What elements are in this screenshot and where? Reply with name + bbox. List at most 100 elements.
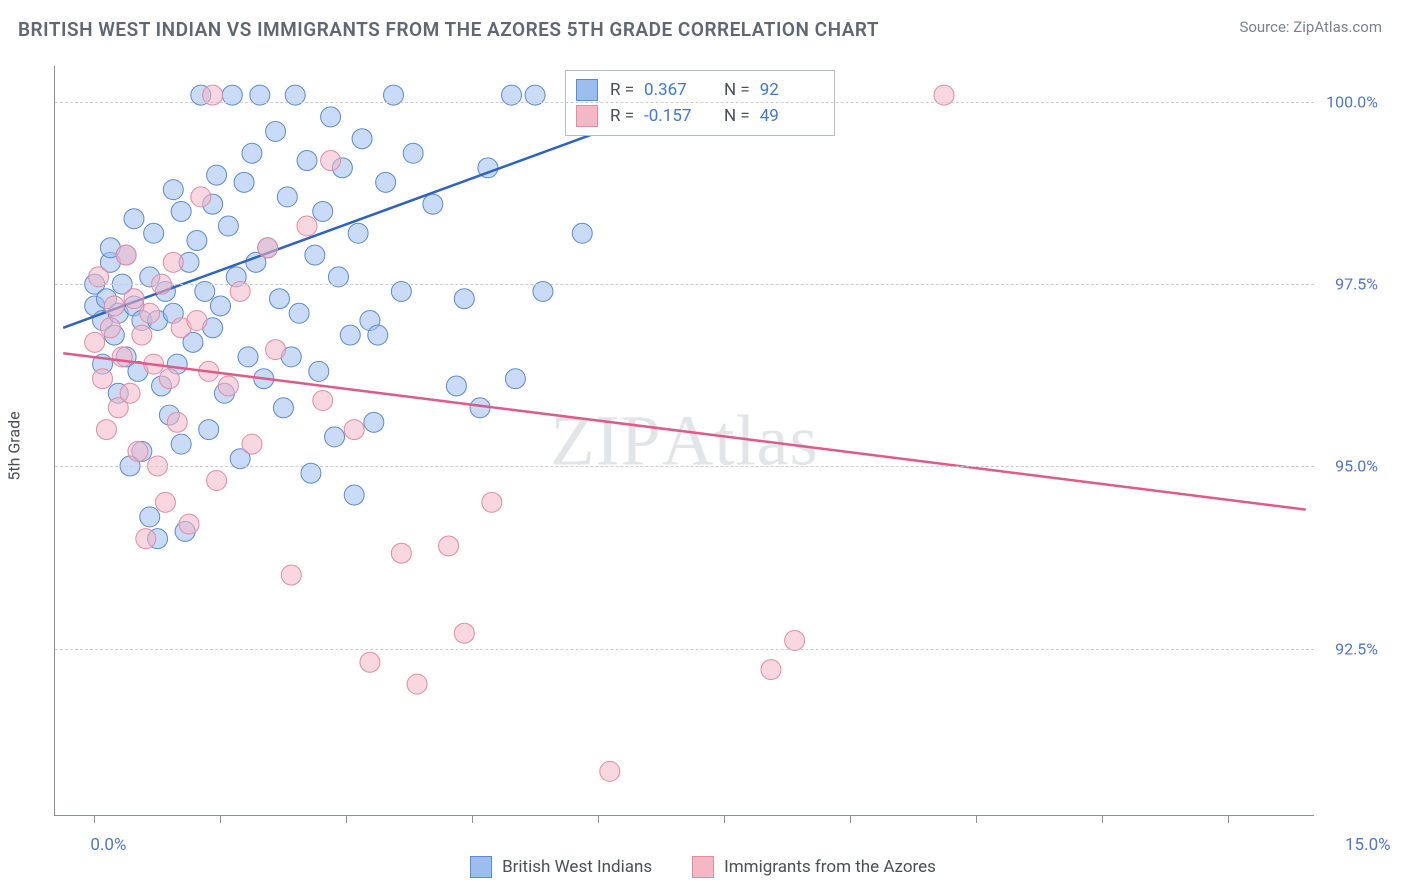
r-label: R = [610,80,634,100]
data-point [187,311,207,331]
data-point [171,201,191,221]
data-point [128,441,148,461]
x-tick [724,815,725,823]
data-point [368,325,388,345]
data-point [171,434,191,454]
n-label: N = [724,80,750,100]
data-point [124,209,144,229]
y-tick-label: 92.5% [1335,639,1384,658]
data-point [269,289,289,309]
data-point [403,143,423,163]
scatter-plot: ZIPAtlas R = 0.367N = 92R = -0.157N = 49… [54,66,1314,816]
data-point [136,529,156,549]
data-point [340,325,360,345]
data-point [266,340,286,360]
data-point [325,427,345,447]
source-prefix: Source: [1239,18,1293,36]
data-point [321,151,341,171]
data-point [572,223,592,243]
y-tick-label: 100.0% [1326,93,1384,112]
r-value: 0.367 [644,80,704,100]
legend-row: R = -0.157N = 49 [576,103,820,129]
data-point [258,238,278,258]
data-point [785,630,805,650]
data-point [116,245,136,265]
chart-title: BRITISH WEST INDIAN VS IMMIGRANTS FROM T… [18,18,879,41]
series-name: British West Indians [502,857,652,877]
data-point [344,485,364,505]
data-point [218,216,238,236]
series-name: Immigrants from the Azores [724,857,936,877]
data-point [132,325,152,345]
data-point [376,172,396,192]
data-point [352,129,372,149]
data-point [446,376,466,396]
data-point [211,296,231,316]
r-label: R = [610,106,634,126]
data-point [454,289,474,309]
x-tick [976,815,977,823]
series-legend: British West Indians Immigrants from the … [0,856,1406,878]
data-point [96,420,116,440]
source-attribution: Source: ZipAtlas.com [1239,18,1382,36]
series-legend-item: Immigrants from the Azores [692,856,936,878]
data-point [100,318,120,338]
data-point [482,492,502,512]
data-point [297,151,317,171]
x-label-max: 15.0% [1345,835,1391,855]
data-point [242,434,262,454]
x-label-min: 0.0% [90,835,126,855]
data-point [207,165,227,185]
data-point [364,412,384,432]
data-point [266,121,286,141]
data-point [207,471,227,491]
x-tick [94,815,95,823]
y-tick-label: 95.0% [1335,457,1384,476]
data-point [112,347,132,367]
data-point [321,107,341,127]
x-tick [1228,815,1229,823]
n-value: 49 [760,106,820,126]
data-point [104,296,124,316]
x-tick [346,815,347,823]
data-point [305,245,325,265]
series-legend-item: British West Indians [470,856,652,878]
data-point [289,303,309,323]
legend-row: R = 0.367N = 92 [576,77,820,103]
data-point [313,201,333,221]
data-point [423,194,443,214]
data-point [163,180,183,200]
data-point [360,652,380,672]
y-tick-label: 97.5% [1335,275,1384,294]
trend-line [63,353,1306,509]
data-point [155,492,175,512]
n-label: N = [724,106,750,126]
plot-svg [55,66,1314,815]
data-point [344,420,364,440]
data-point [85,332,105,352]
chart-area: 5th Grade ZIPAtlas R = 0.367N = 92R = -0… [44,60,1386,832]
data-point [454,623,474,643]
data-point [313,391,333,411]
source-link[interactable]: ZipAtlas.com [1293,18,1382,36]
data-point [124,289,144,309]
x-tick [1102,815,1103,823]
x-tick [472,815,473,823]
data-point [140,303,160,323]
data-point [191,187,211,207]
data-point [187,231,207,251]
data-point [242,143,262,163]
legend-swatch [576,105,598,127]
data-point [407,674,427,694]
gridline [55,102,1314,103]
data-point [348,223,368,243]
data-point [277,187,297,207]
data-point [218,376,238,396]
data-point [761,660,781,680]
gridline [55,466,1314,467]
data-point [179,514,199,534]
y-axis-label: 5th Grade [5,411,24,480]
data-point [234,172,254,192]
data-point [120,383,140,403]
data-point [505,369,525,389]
